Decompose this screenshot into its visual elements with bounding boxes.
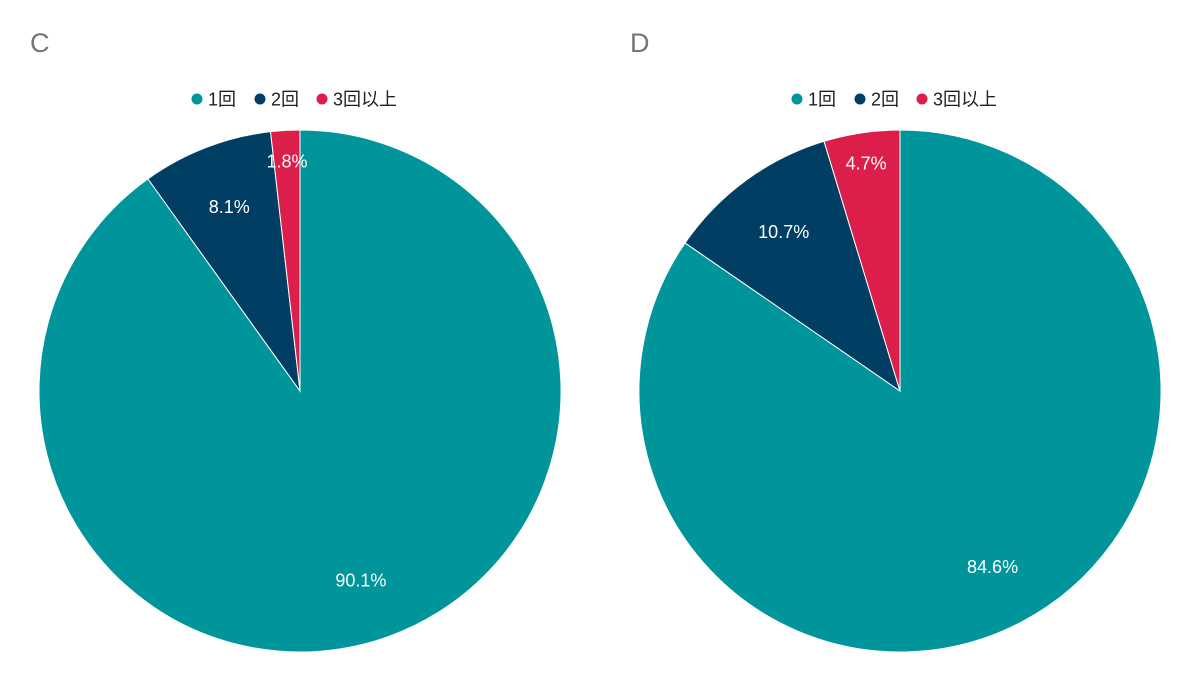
slice-data-label: 90.1% bbox=[335, 570, 386, 590]
pie-slice bbox=[269, 129, 301, 392]
legend-swatch bbox=[916, 93, 928, 105]
legend-swatch bbox=[191, 93, 203, 105]
pie-chart-svg: 1回 2回 3回以上 84.6% 10.7% 4.7% bbox=[638, 90, 1162, 653]
legend-label: 3回以上 bbox=[333, 90, 397, 110]
slice-data-label: 84.6% bbox=[967, 557, 1018, 577]
slice-data-label: 1.8% bbox=[266, 151, 307, 171]
legend-label: 2回 bbox=[871, 90, 899, 110]
legend-swatch bbox=[316, 93, 328, 105]
slice-data-label: 4.7% bbox=[846, 154, 887, 174]
chart-title: C bbox=[30, 28, 50, 58]
pie-slice bbox=[638, 129, 1162, 653]
slice-data-label: 8.1% bbox=[209, 197, 250, 217]
legend-swatch bbox=[854, 93, 866, 105]
pie-chart-svg: 1回 2回 3回以上 90.1% 8.1% 1.8% bbox=[38, 90, 562, 653]
chart-title: D bbox=[630, 28, 650, 58]
pie-slice bbox=[147, 131, 301, 393]
legend-swatch bbox=[254, 93, 266, 105]
pie-chart-d: D 1回 2回 3回以上 84.6% 10.7% 4.7% bbox=[600, 0, 1200, 682]
pie-slice bbox=[823, 129, 901, 392]
legend-label: 2回 bbox=[271, 90, 299, 110]
legend-label: 3回以上 bbox=[933, 90, 997, 110]
slice-data-label: 10.7% bbox=[758, 222, 809, 242]
pie-chart-c: C 1回 2回 3回以上 90.1% 8.1% 1.8% bbox=[30, 28, 562, 653]
legend-label: 1回 bbox=[808, 90, 836, 110]
legend-label: 1回 bbox=[208, 90, 236, 110]
legend-swatch bbox=[791, 93, 803, 105]
pie-slice bbox=[684, 140, 901, 393]
